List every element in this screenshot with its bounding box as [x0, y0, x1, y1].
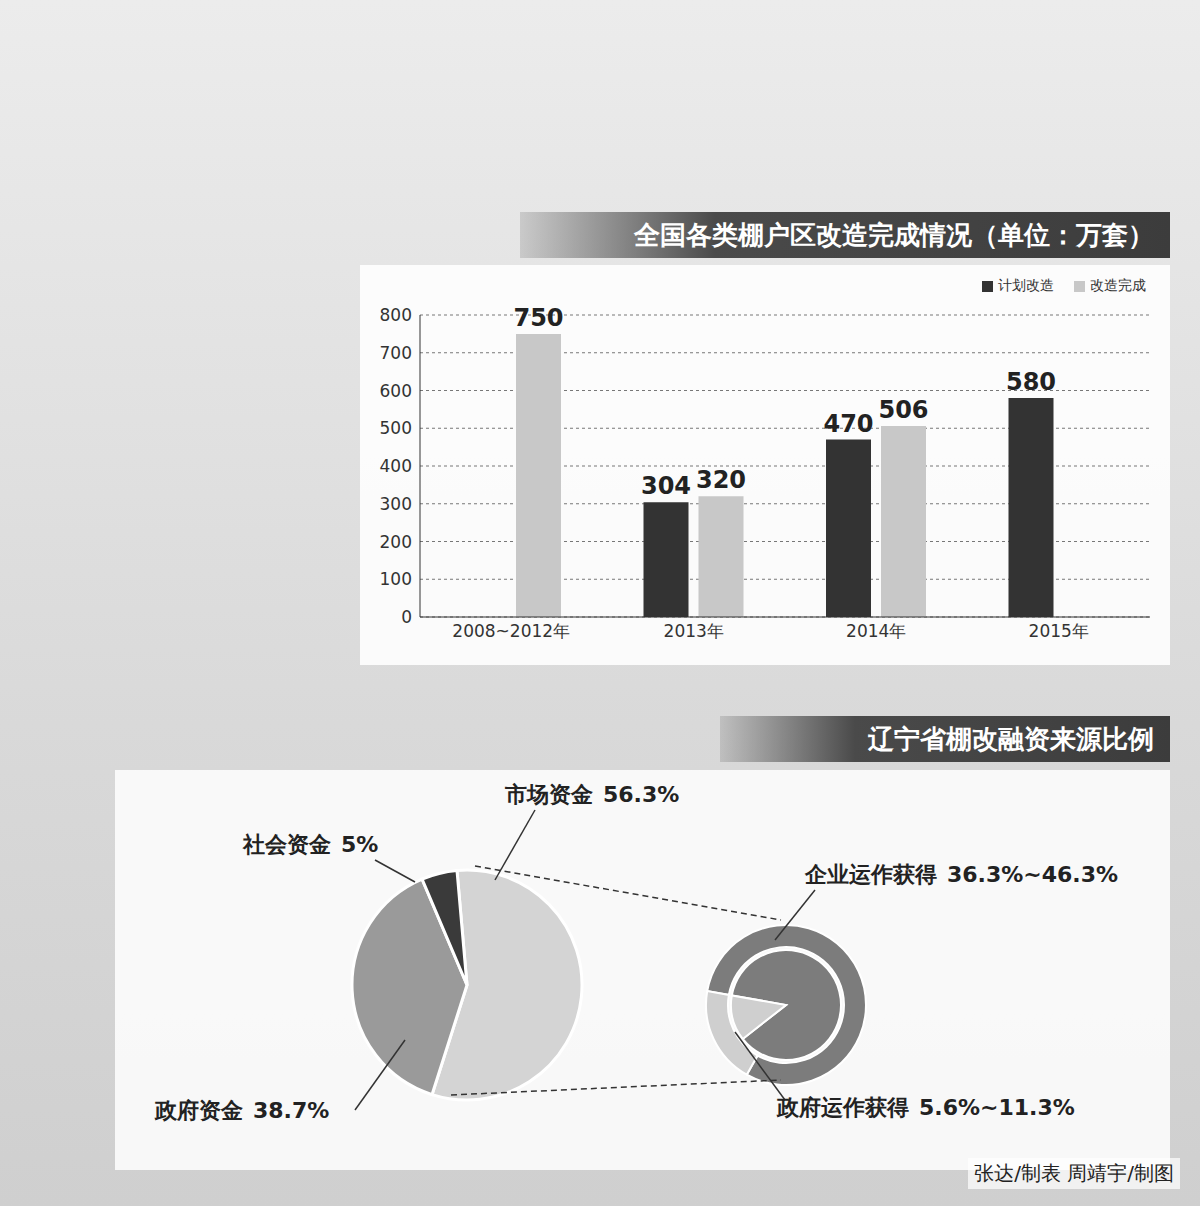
svg-text:800: 800 [380, 305, 412, 325]
svg-text:400: 400 [380, 456, 412, 476]
html-text:56.3%: 56.3% [603, 782, 680, 807]
svg-text:500: 500 [380, 418, 412, 438]
svg-text:300: 300 [380, 494, 412, 514]
svg-text:304: 304 [641, 472, 691, 500]
svg-text:700: 700 [380, 343, 412, 363]
html-text:36.3%~46.3%: 36.3%~46.3% [947, 862, 1119, 887]
svg-text:100: 100 [380, 569, 412, 589]
html-text:市场资金: 市场资金 [505, 782, 593, 807]
svg-text:2008~2012年: 2008~2012年 [452, 621, 570, 641]
html-text:社会资金: 社会资金 [243, 832, 331, 857]
html-text:5%: 5% [341, 832, 379, 857]
html-text:企业运作获得: 企业运作获得 [805, 862, 937, 887]
html-text:政府运作获得: 政府运作获得 [777, 1095, 909, 1120]
svg-text:506: 506 [878, 396, 928, 424]
svg-text:2013年: 2013年 [664, 621, 724, 641]
html-text:政府资金: 政府资金 [155, 1098, 243, 1123]
svg-text:2014年: 2014年 [846, 621, 906, 641]
html-text:计划改造: 计划改造 [998, 277, 1054, 293]
html-text:5.6%~11.3%: 5.6%~11.3% [919, 1095, 1075, 1120]
html-text:38.7%: 38.7% [253, 1098, 330, 1123]
html-text:辽宁省棚改融资来源比例: 辽宁省棚改融资来源比例 [868, 723, 1154, 754]
svg-text:2015年: 2015年 [1029, 621, 1089, 641]
svg-text:320: 320 [696, 466, 746, 494]
html-text:全国各类棚户区改造完成情况（单位：万套）: 全国各类棚户区改造完成情况（单位：万套） [634, 219, 1154, 250]
svg-text:580: 580 [1006, 368, 1056, 396]
html-text:张达/制表 周靖宇/制图: 张达/制表 周靖宇/制图 [974, 1161, 1174, 1185]
svg-text:470: 470 [823, 410, 873, 438]
svg-text:0: 0 [401, 607, 412, 627]
svg-text:200: 200 [380, 532, 412, 552]
svg-text:600: 600 [380, 381, 412, 401]
html-text:改造完成: 改造完成 [1090, 277, 1146, 293]
svg-text:750: 750 [513, 304, 563, 332]
